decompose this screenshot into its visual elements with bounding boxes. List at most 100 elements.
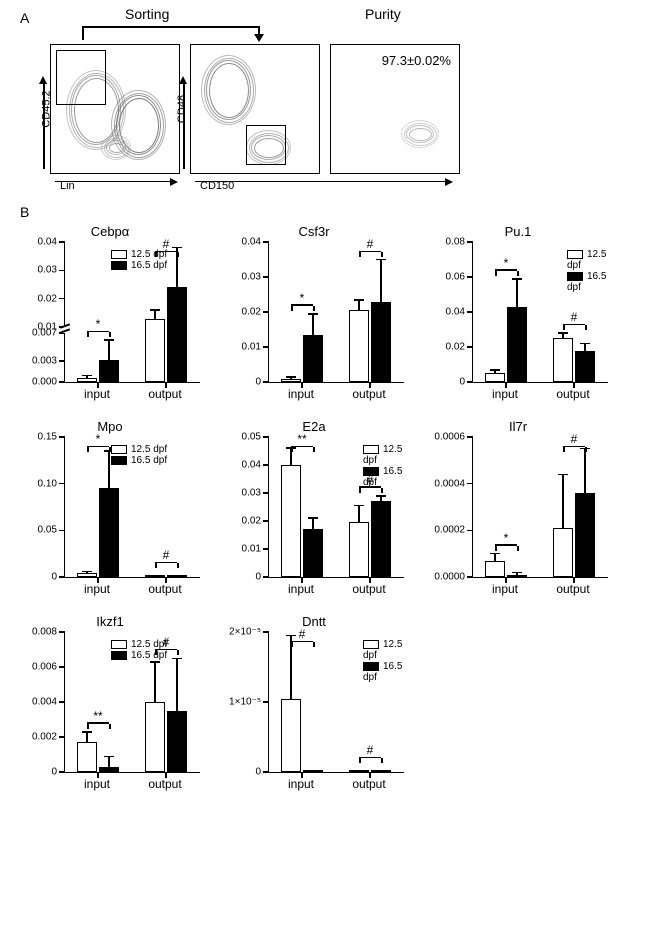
bar-output-black	[371, 770, 391, 772]
bar-output-white	[349, 770, 369, 772]
bar-output-black	[371, 501, 391, 577]
facs-plot-2: 97.3±0.02%	[330, 44, 460, 174]
bar-input-white	[77, 742, 97, 772]
ytick-label: 0.004	[32, 697, 57, 708]
bar-input-black	[99, 488, 119, 577]
ytick-label: 0.003	[32, 356, 57, 367]
ytick-label: 0.02	[242, 516, 261, 527]
legend: 12.5 dpf16.5 dpf	[567, 249, 608, 293]
sort-arrow-h	[82, 26, 260, 28]
ytick-label: 0.01	[242, 544, 261, 555]
ytick-label: 0.02	[38, 293, 57, 304]
panel-b: Cebpα0.0000.0030.0070.010.020.030.04*#12…	[20, 224, 630, 791]
ytick-label: 0.08	[446, 237, 465, 248]
plot-area: 00.010.020.030.04*#	[268, 243, 404, 383]
plot-area: 0.0000.0030.0070.010.020.030.04*#12.5 dp…	[64, 243, 200, 383]
sig-output: #	[571, 432, 578, 446]
sig-input: **	[297, 432, 306, 446]
ytick-label: 0.02	[446, 342, 465, 353]
chart-dntt: Dntt01×10⁻⁵2×10⁻⁵##12.5 dpf16.5 dpfinput…	[224, 614, 404, 791]
bar-output-white	[553, 338, 573, 382]
ytick-label: 0.006	[32, 662, 57, 673]
sig-input: #	[299, 627, 306, 641]
bar-output-white	[145, 319, 165, 383]
bar-output-white	[349, 310, 369, 382]
bar-output-black	[167, 287, 187, 382]
bar-output-white	[349, 522, 369, 577]
sort-arrow-v1	[82, 26, 84, 40]
plot-area: 01×10⁻⁵2×10⁻⁵##12.5 dpf16.5 dpf	[268, 633, 404, 773]
bar-output-white	[145, 702, 165, 772]
sig-output: #	[571, 310, 578, 324]
sort-arrow-head	[254, 34, 264, 42]
bar-output-black	[575, 351, 595, 383]
cat-label-input: input	[63, 387, 131, 401]
chart-pu.1: Pu.100.020.040.060.08*#12.5 dpf16.5 dpfi…	[428, 224, 608, 401]
sig-output: #	[367, 743, 374, 757]
gate-1	[246, 125, 286, 165]
ytick-label: 0.02	[242, 307, 261, 318]
bar-input-white	[485, 561, 505, 577]
panel-b-label: B	[20, 204, 630, 220]
legend: 12.5 dpf16.5 dpf	[111, 639, 167, 661]
sig-output: #	[367, 237, 374, 251]
bar-output-black	[575, 493, 595, 577]
cat-label-output: output	[131, 582, 199, 596]
cat-label-input: input	[63, 777, 131, 791]
ytick-label: 0.04	[242, 237, 261, 248]
ytick-label: 0.0004	[434, 478, 465, 489]
ytick-label: 0.03	[242, 272, 261, 283]
ytick-label: 0	[255, 377, 261, 388]
panel-a-label: A	[20, 10, 630, 26]
bar-input-black	[303, 770, 323, 772]
facs-plot-0	[50, 44, 180, 174]
cat-label-output: output	[335, 582, 403, 596]
cat-label-input: input	[471, 387, 539, 401]
plot-area: 0.00000.00020.00040.0006*#	[472, 438, 608, 578]
plot-area: 00.050.100.15*#12.5 dpf16.5 dpf	[64, 438, 200, 578]
ytick-label: 0.01	[38, 322, 57, 333]
chart-il7r: Il7r0.00000.00020.00040.0006*#inputoutpu…	[428, 419, 608, 596]
sig-input: *	[96, 317, 101, 331]
ytick-label: 0	[51, 572, 57, 583]
ytick-label: 0.04	[38, 237, 57, 248]
bar-input-white	[77, 573, 97, 577]
facs-plot-1	[190, 44, 320, 174]
sig-input: *	[504, 531, 509, 545]
chart-ikzf1: Ikzf100.0020.0040.0060.008**#12.5 dpf16.…	[20, 614, 200, 791]
figure-root: A Sorting Purity CD45.2LinCD48CD15097.3±…	[0, 0, 650, 811]
bar-output-black	[371, 302, 391, 383]
ytick-label: 0.06	[446, 272, 465, 283]
bar-input-black	[99, 767, 119, 772]
ytick-label: 0	[255, 767, 261, 778]
ytick-label: 0.01	[242, 342, 261, 353]
ytick-label: 0.0002	[434, 525, 465, 536]
cat-label-output: output	[539, 387, 607, 401]
ytick-label: 0.05	[38, 525, 57, 536]
bar-input-black	[507, 307, 527, 382]
bar-input-white	[281, 465, 301, 577]
plot-area: 00.010.020.030.040.05**#12.5 dpf16.5 dpf	[268, 438, 404, 578]
plot-area: 00.020.040.060.08*#12.5 dpf16.5 dpf	[472, 243, 608, 383]
ytick-label: 0.03	[38, 265, 57, 276]
cat-label-input: input	[63, 582, 131, 596]
ytick-label: 0	[51, 767, 57, 778]
sig-input: **	[93, 709, 102, 723]
bar-input-black	[303, 335, 323, 382]
plot-area: 00.0020.0040.0060.008**#12.5 dpf16.5 dpf	[64, 633, 200, 773]
bar-output-black	[167, 711, 187, 772]
bar-output-white	[553, 528, 573, 577]
bar-output-white	[145, 575, 165, 577]
bar-input-white	[485, 373, 505, 382]
ytick-label: 0.15	[38, 432, 57, 443]
sig-input: *	[300, 291, 305, 305]
ytick-label: 0.0006	[434, 432, 465, 443]
ytick-label: 0.04	[446, 307, 465, 318]
legend: 12.5 dpf16.5 dpf	[111, 249, 167, 271]
sig-output: #	[163, 548, 170, 562]
ytick-label: 0.03	[242, 488, 261, 499]
purity-value: 97.3±0.02%	[382, 53, 451, 68]
sorting-title: Sorting	[125, 6, 169, 22]
legend: 12.5 dpf16.5 dpf	[363, 639, 404, 683]
bar-input-black	[303, 529, 323, 577]
